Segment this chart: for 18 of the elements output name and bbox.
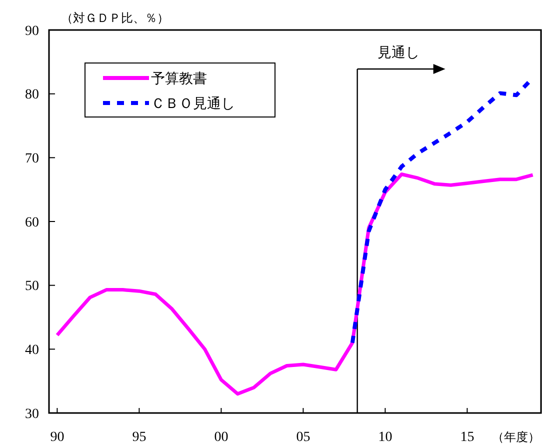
x-axis-title: （年度）: [492, 430, 540, 444]
legend-label: ＣＢＯ見通し: [151, 96, 235, 112]
x-tick-label: 00: [214, 430, 228, 445]
y-axis-title: （対ＧＤＰ比、％）: [61, 11, 169, 25]
y-tick-label: 30: [25, 406, 39, 422]
x-tick-label: 10: [378, 430, 392, 445]
y-tick-label: 80: [25, 88, 39, 103]
legend-label: 予算教書: [151, 70, 207, 87]
x-tick-label: 90: [50, 430, 64, 445]
x-tick-label: 15: [460, 430, 474, 445]
x-tick-label: 05: [296, 430, 310, 445]
y-tick-label: 40: [25, 343, 39, 358]
y-tick-label: 90: [25, 24, 39, 39]
y-tick-label: 70: [25, 152, 39, 167]
ref-line-label: 見通し: [377, 45, 420, 61]
x-tick-label: 95: [132, 430, 146, 445]
y-tick-label: 60: [25, 215, 39, 230]
y-tick-label: 50: [25, 279, 39, 294]
